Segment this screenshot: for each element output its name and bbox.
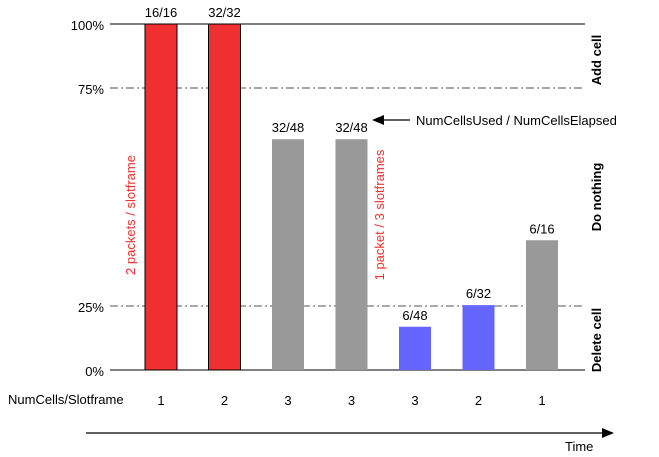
num-cells-label: 3	[411, 393, 418, 408]
zone-add-cell: Add cell	[589, 35, 604, 86]
time-arrow-head	[602, 428, 614, 438]
bar-value-label: 32/48	[272, 120, 305, 135]
bar-value-label: 16/16	[145, 5, 178, 20]
y-tick-label: 100%	[71, 18, 105, 33]
num-cells-label: 3	[284, 393, 291, 408]
num-cells-label: 2	[475, 393, 482, 408]
zone-do-nothing: Do nothing	[589, 163, 604, 232]
bars-group	[144, 23, 558, 371]
ratio-arrow-head	[372, 115, 384, 125]
y-tick-label: 75%	[78, 82, 104, 97]
bar-value-label: 6/16	[529, 221, 554, 236]
time-label: Time	[565, 439, 593, 454]
x-axis-label: NumCells/Slotframe	[8, 392, 124, 407]
bar	[272, 139, 304, 370]
bar-labels-group: 16/16 32/32 32/48 32/48 6/48 6/32 6/16	[145, 5, 555, 323]
bar	[526, 240, 558, 370]
bar-value-label: 32/48	[335, 120, 368, 135]
rate-low-annotation: 1 packet / 3 slotframes	[372, 149, 387, 280]
rate-high-annotation: 2 packets / slotframe	[123, 155, 138, 275]
bar	[208, 23, 241, 371]
num-cells-label: 1	[538, 393, 545, 408]
y-tick-label: 0%	[85, 364, 104, 379]
bar-value-label: 6/32	[466, 286, 491, 301]
ratio-annotation: NumCellsUsed / NumCellsElapsed	[416, 113, 617, 128]
zone-delete-cell: Delete cell	[589, 308, 604, 372]
y-tick-label: 25%	[78, 300, 104, 315]
bar	[399, 326, 431, 370]
bar	[462, 305, 495, 370]
num-cells-label: 2	[221, 393, 228, 408]
y-tick-labels: 100% 75% 25% 0%	[71, 18, 105, 379]
bar-value-label: 6/48	[402, 308, 427, 323]
num-cells-label: 3	[348, 393, 355, 408]
bar	[144, 23, 178, 371]
bar	[335, 139, 368, 370]
cell-labels-group: 1 2 3 3 3 2 1	[157, 393, 545, 408]
bar-value-label: 32/32	[208, 5, 241, 20]
num-cells-label: 1	[157, 393, 164, 408]
